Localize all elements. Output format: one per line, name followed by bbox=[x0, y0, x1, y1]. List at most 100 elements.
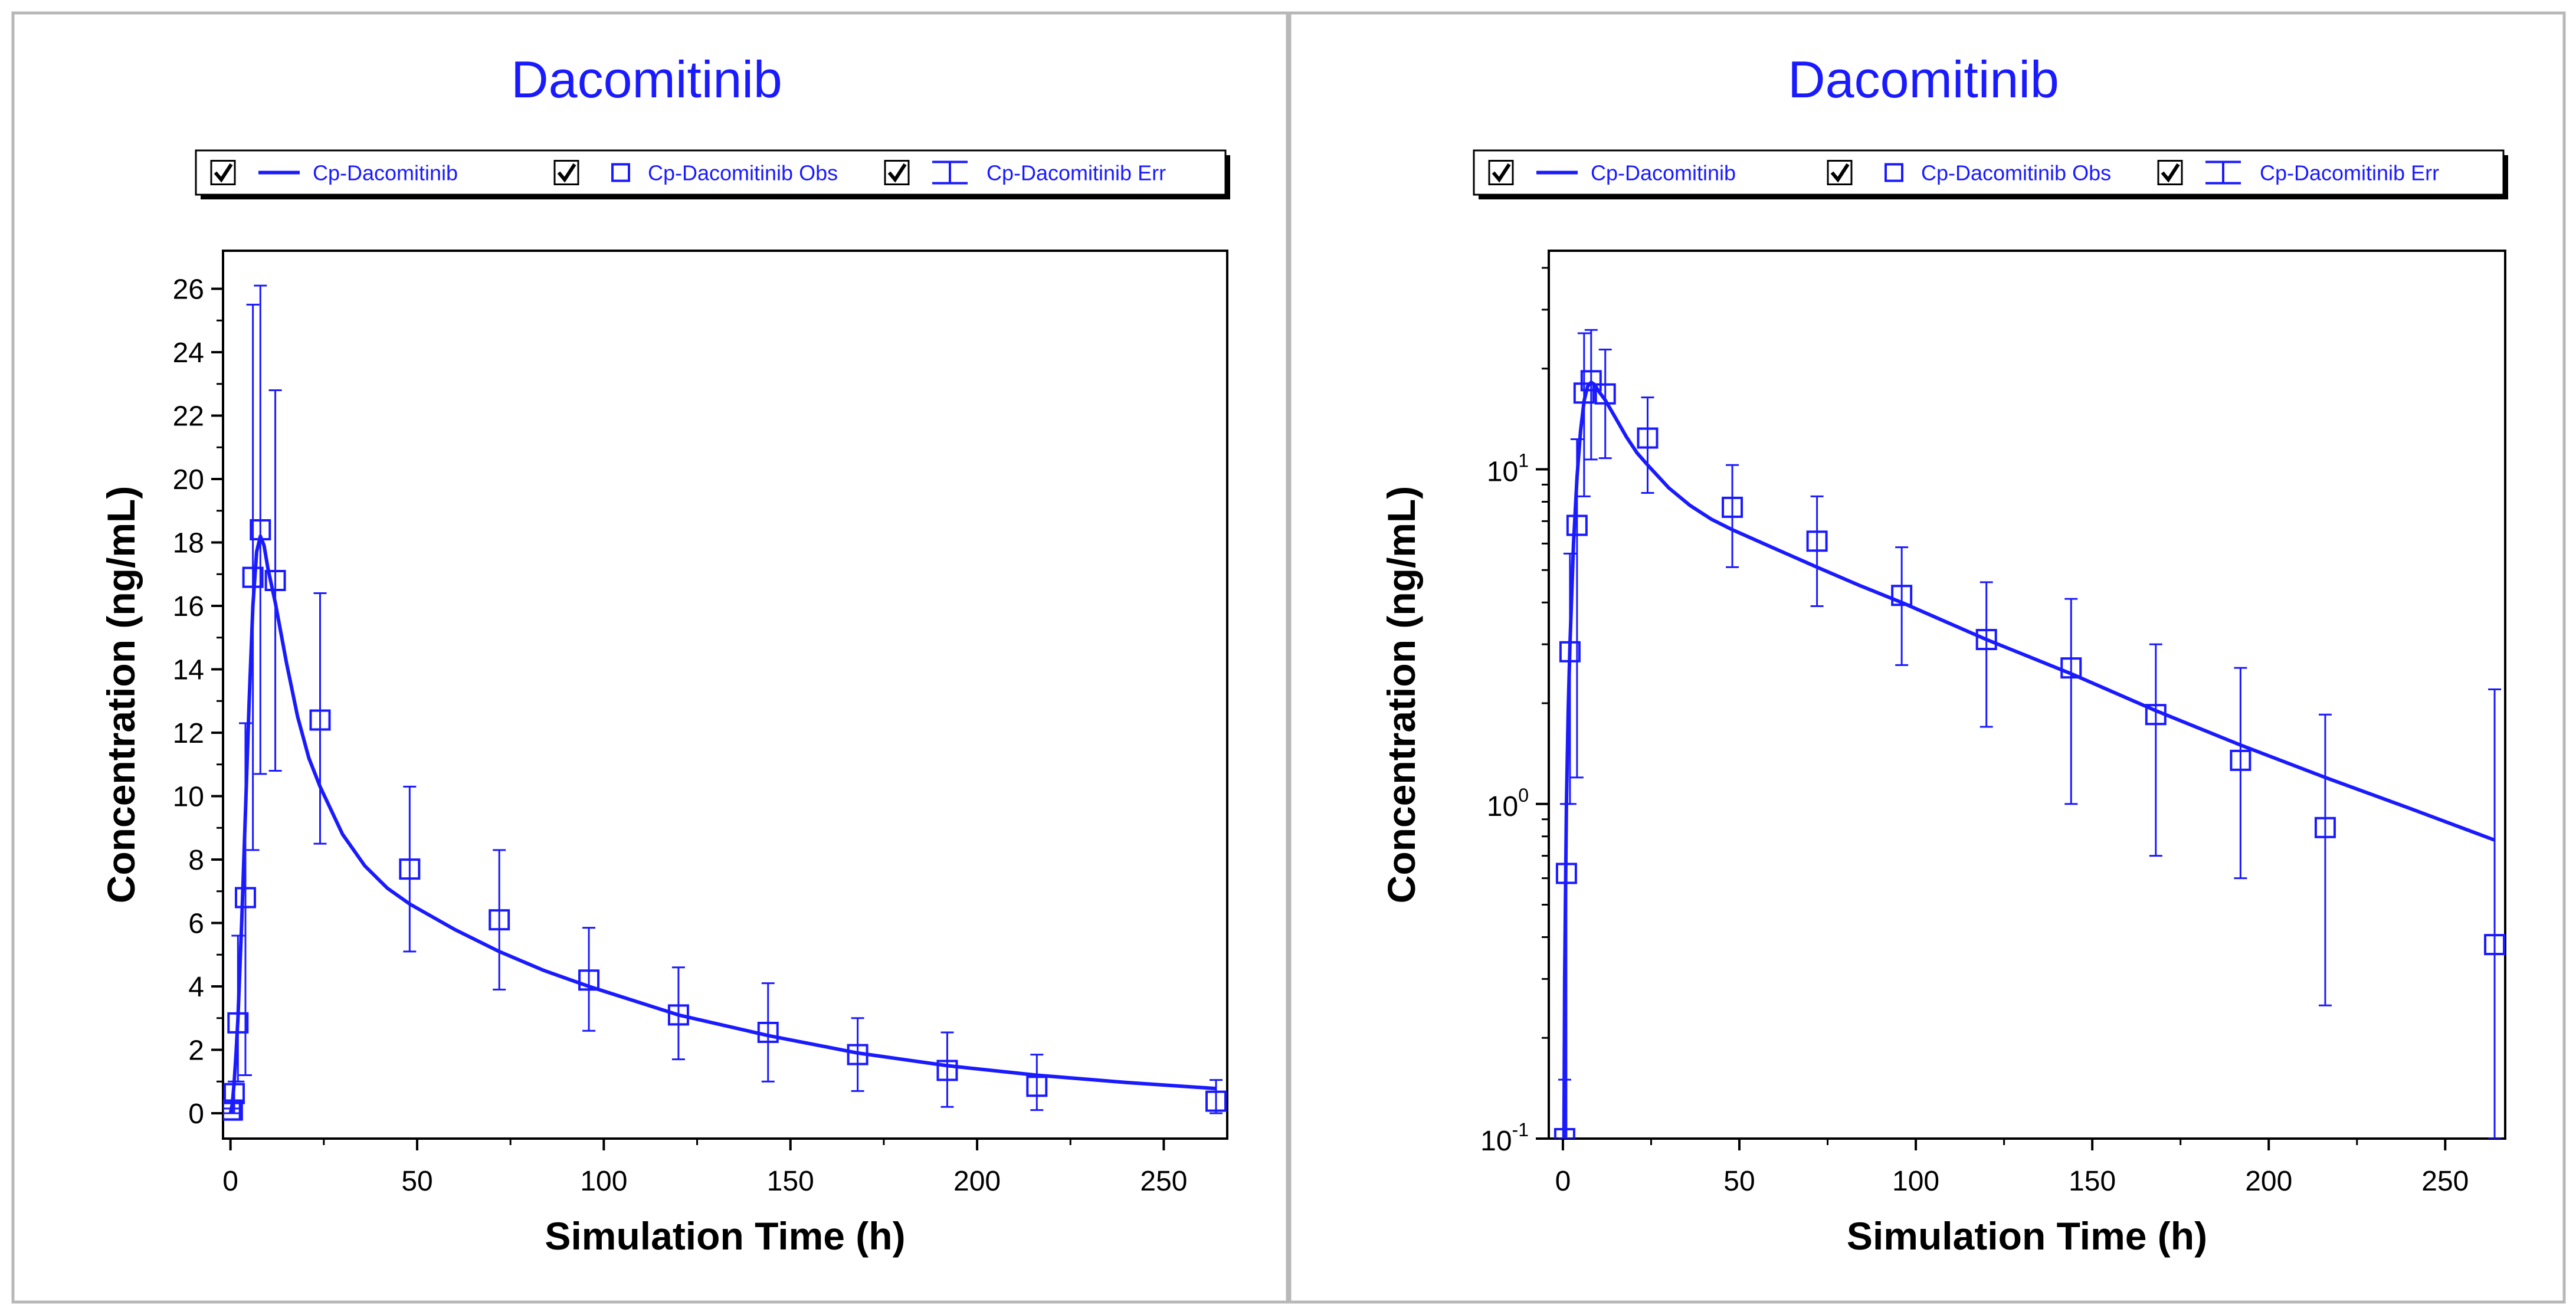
data-layer bbox=[1554, 329, 2505, 1139]
obs-point bbox=[1806, 530, 1828, 552]
x-tick-label: 150 bbox=[2069, 1166, 2116, 1197]
x-tick-label: 250 bbox=[1140, 1166, 1187, 1197]
obs-point bbox=[847, 1044, 869, 1065]
x-axis-label: Simulation Time (h) bbox=[1847, 1214, 2207, 1258]
obs-point bbox=[1573, 382, 1595, 404]
obs-point bbox=[227, 1012, 249, 1034]
obs-point bbox=[2145, 704, 2167, 726]
y-tick-exponent: 1 bbox=[1518, 450, 1529, 471]
x-tick-label: 150 bbox=[767, 1166, 814, 1197]
error-bar bbox=[1030, 1054, 1044, 1111]
obs-point bbox=[223, 1099, 243, 1121]
legend-label: Cp-Dacomitinib Obs bbox=[1921, 161, 2111, 185]
legend-box bbox=[195, 149, 1227, 196]
legend-check-icon bbox=[214, 163, 233, 183]
y-tick-label: 16 bbox=[173, 591, 204, 622]
legend-check-icon bbox=[1830, 163, 1850, 183]
error-bar bbox=[940, 1031, 954, 1108]
series-line-cp-dacomitinib bbox=[228, 534, 1217, 1114]
legend-label: Cp-Dacomitinib bbox=[313, 161, 458, 185]
series-line-cp-dacomitinib bbox=[1562, 381, 2496, 1139]
x-tick-label: 200 bbox=[953, 1166, 1001, 1197]
obs-point bbox=[1554, 1128, 1575, 1139]
y-tick-label: 24 bbox=[173, 337, 204, 369]
error-bar bbox=[761, 982, 775, 1083]
legend-check-icon bbox=[557, 163, 576, 183]
chart-title: Dacomitinib bbox=[1788, 50, 2059, 109]
obs-point bbox=[1580, 370, 1602, 392]
obs-point bbox=[1205, 1090, 1227, 1112]
y-tick-base: 10 bbox=[1487, 457, 1518, 488]
legend-errorbar-symbol bbox=[2205, 160, 2241, 185]
plot-frame bbox=[1548, 250, 2506, 1140]
obs-point bbox=[223, 1083, 245, 1104]
data-layer bbox=[223, 284, 1227, 1121]
obs-point bbox=[1559, 641, 1581, 663]
y-tick-label: 8 bbox=[188, 845, 204, 876]
legend-label: Cp-Dacomitinib Err bbox=[2260, 161, 2439, 185]
error-bar bbox=[313, 592, 327, 845]
x-tick-label: 0 bbox=[1555, 1166, 1571, 1197]
error-bar bbox=[1210, 1079, 1223, 1114]
x-tick-label: 50 bbox=[401, 1166, 432, 1197]
error-bar bbox=[2149, 643, 2162, 857]
obs-point bbox=[1975, 629, 1997, 651]
obs-point bbox=[2314, 816, 2336, 838]
obs-point bbox=[309, 709, 331, 731]
legend-check-icon bbox=[1492, 163, 1511, 183]
y-tick-label: 0 bbox=[188, 1098, 204, 1130]
x-tick-label: 100 bbox=[580, 1166, 627, 1197]
x-axis-label: Simulation Time (h) bbox=[545, 1214, 905, 1258]
obs-point bbox=[1555, 863, 1577, 884]
legend-checkbox bbox=[1488, 160, 1514, 185]
y-tick-base: 10 bbox=[1487, 791, 1518, 822]
obs-point bbox=[1722, 496, 1743, 518]
legend-label: Cp-Dacomitinib bbox=[1591, 161, 1736, 185]
y-tick-label: 10 bbox=[173, 782, 204, 813]
y-tick-exponent: 0 bbox=[1518, 785, 1529, 806]
plot-frame bbox=[222, 250, 1228, 1140]
y-tick-label: 2 bbox=[188, 1035, 204, 1067]
error-bar bbox=[1641, 396, 1654, 494]
y-tick-base: 10 bbox=[1480, 1126, 1512, 1157]
y-tick-label: 6 bbox=[188, 909, 204, 940]
obs-point bbox=[250, 519, 271, 540]
x-tick-label: 100 bbox=[1892, 1166, 1939, 1197]
legend-label: Cp-Dacomitinib Err bbox=[987, 161, 1166, 185]
y-tick-label: 22 bbox=[173, 401, 204, 432]
chart-title: Dacomitinib bbox=[511, 50, 782, 109]
legend-check-icon bbox=[2161, 163, 2180, 183]
y-tick-exponent: -1 bbox=[1512, 1119, 1529, 1140]
y-tick-label: 10-1 bbox=[1480, 1119, 1529, 1157]
y-tick-label: 100 bbox=[1487, 785, 1529, 822]
obs-point bbox=[234, 887, 256, 909]
error-bar bbox=[254, 284, 267, 775]
error-bar bbox=[268, 389, 282, 772]
error-bar bbox=[2318, 713, 2332, 1006]
obs-point bbox=[1566, 514, 1588, 536]
obs-point bbox=[578, 969, 600, 991]
obs-point bbox=[1637, 427, 1659, 449]
chart-linear-panel: Dacomitinib Cp-Dacomitinib Cp-Dacomitinib … bbox=[11, 11, 1289, 1304]
obs-point bbox=[936, 1060, 958, 1081]
y-tick-label: 26 bbox=[173, 274, 204, 306]
x-tick-label: 250 bbox=[2421, 1166, 2469, 1197]
x-tick-label: 50 bbox=[1723, 1166, 1755, 1197]
error-bar bbox=[1895, 546, 1909, 666]
y-tick-label: 12 bbox=[173, 718, 204, 749]
legend-square-symbol bbox=[611, 163, 630, 182]
x-tick-label: 0 bbox=[222, 1166, 238, 1197]
y-axis-label: Concentration (ng/mL) bbox=[99, 486, 143, 904]
obs-point bbox=[2230, 749, 2251, 771]
obs-point bbox=[2060, 657, 2082, 679]
obs-point bbox=[757, 1021, 779, 1043]
obs-point bbox=[399, 858, 421, 880]
obs-point bbox=[264, 570, 286, 591]
error-bar bbox=[2234, 667, 2247, 880]
obs-point bbox=[667, 1004, 689, 1026]
legend-check-icon bbox=[887, 163, 907, 183]
legend-label: Cp-Dacomitinib Obs bbox=[648, 161, 838, 185]
y-axis-label: Concentration (ng/mL) bbox=[1379, 486, 1423, 904]
y-tick-label: 18 bbox=[173, 528, 204, 559]
